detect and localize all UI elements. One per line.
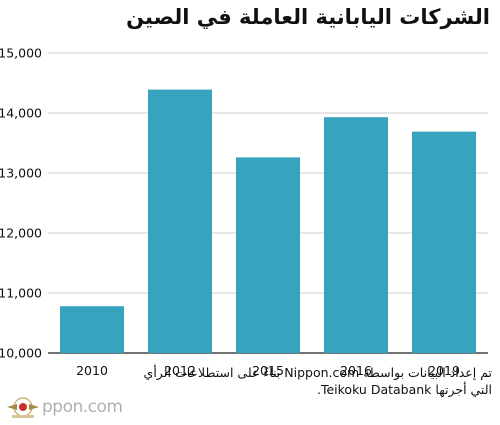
bar-2015 — [236, 157, 300, 353]
x-tick-label: 2015 — [252, 363, 284, 378]
y-tick-label: 14,000 — [0, 106, 42, 121]
logo-emblem-icon — [7, 397, 39, 418]
logo-text: ppon.com — [42, 397, 123, 417]
bar-2010 — [60, 306, 124, 353]
y-axis-tick-labels: 10,000 11,000 12,000 13,000 14,000 15,000 — [0, 46, 42, 361]
y-tick-label: 13,000 — [0, 166, 42, 181]
nippon-logo: ppon.com — [4, 393, 123, 421]
x-tick-label: 2012 — [164, 363, 196, 378]
chart-title: الشركات اليابانية العاملة في الصين — [126, 5, 490, 29]
y-tick-label: 11,000 — [0, 286, 42, 301]
bar-2016 — [324, 117, 388, 353]
y-tick-label: 10,000 — [0, 346, 42, 361]
bar-2012 — [148, 89, 212, 353]
bar-2019 — [412, 131, 476, 353]
x-tick-label: 2010 — [76, 363, 108, 378]
x-tick-label: 2016 — [340, 363, 372, 378]
x-axis-tick-labels: 2010 2012 2015 2016 2019 — [76, 363, 460, 378]
x-tick-label: 2019 — [428, 363, 460, 378]
y-tick-label: 15,000 — [0, 46, 42, 61]
bars — [60, 89, 476, 353]
y-tick-label: 12,000 — [0, 226, 42, 241]
source-note: تم إعداد البيانات بواسطة Nippon.com بناء… — [143, 365, 492, 397]
